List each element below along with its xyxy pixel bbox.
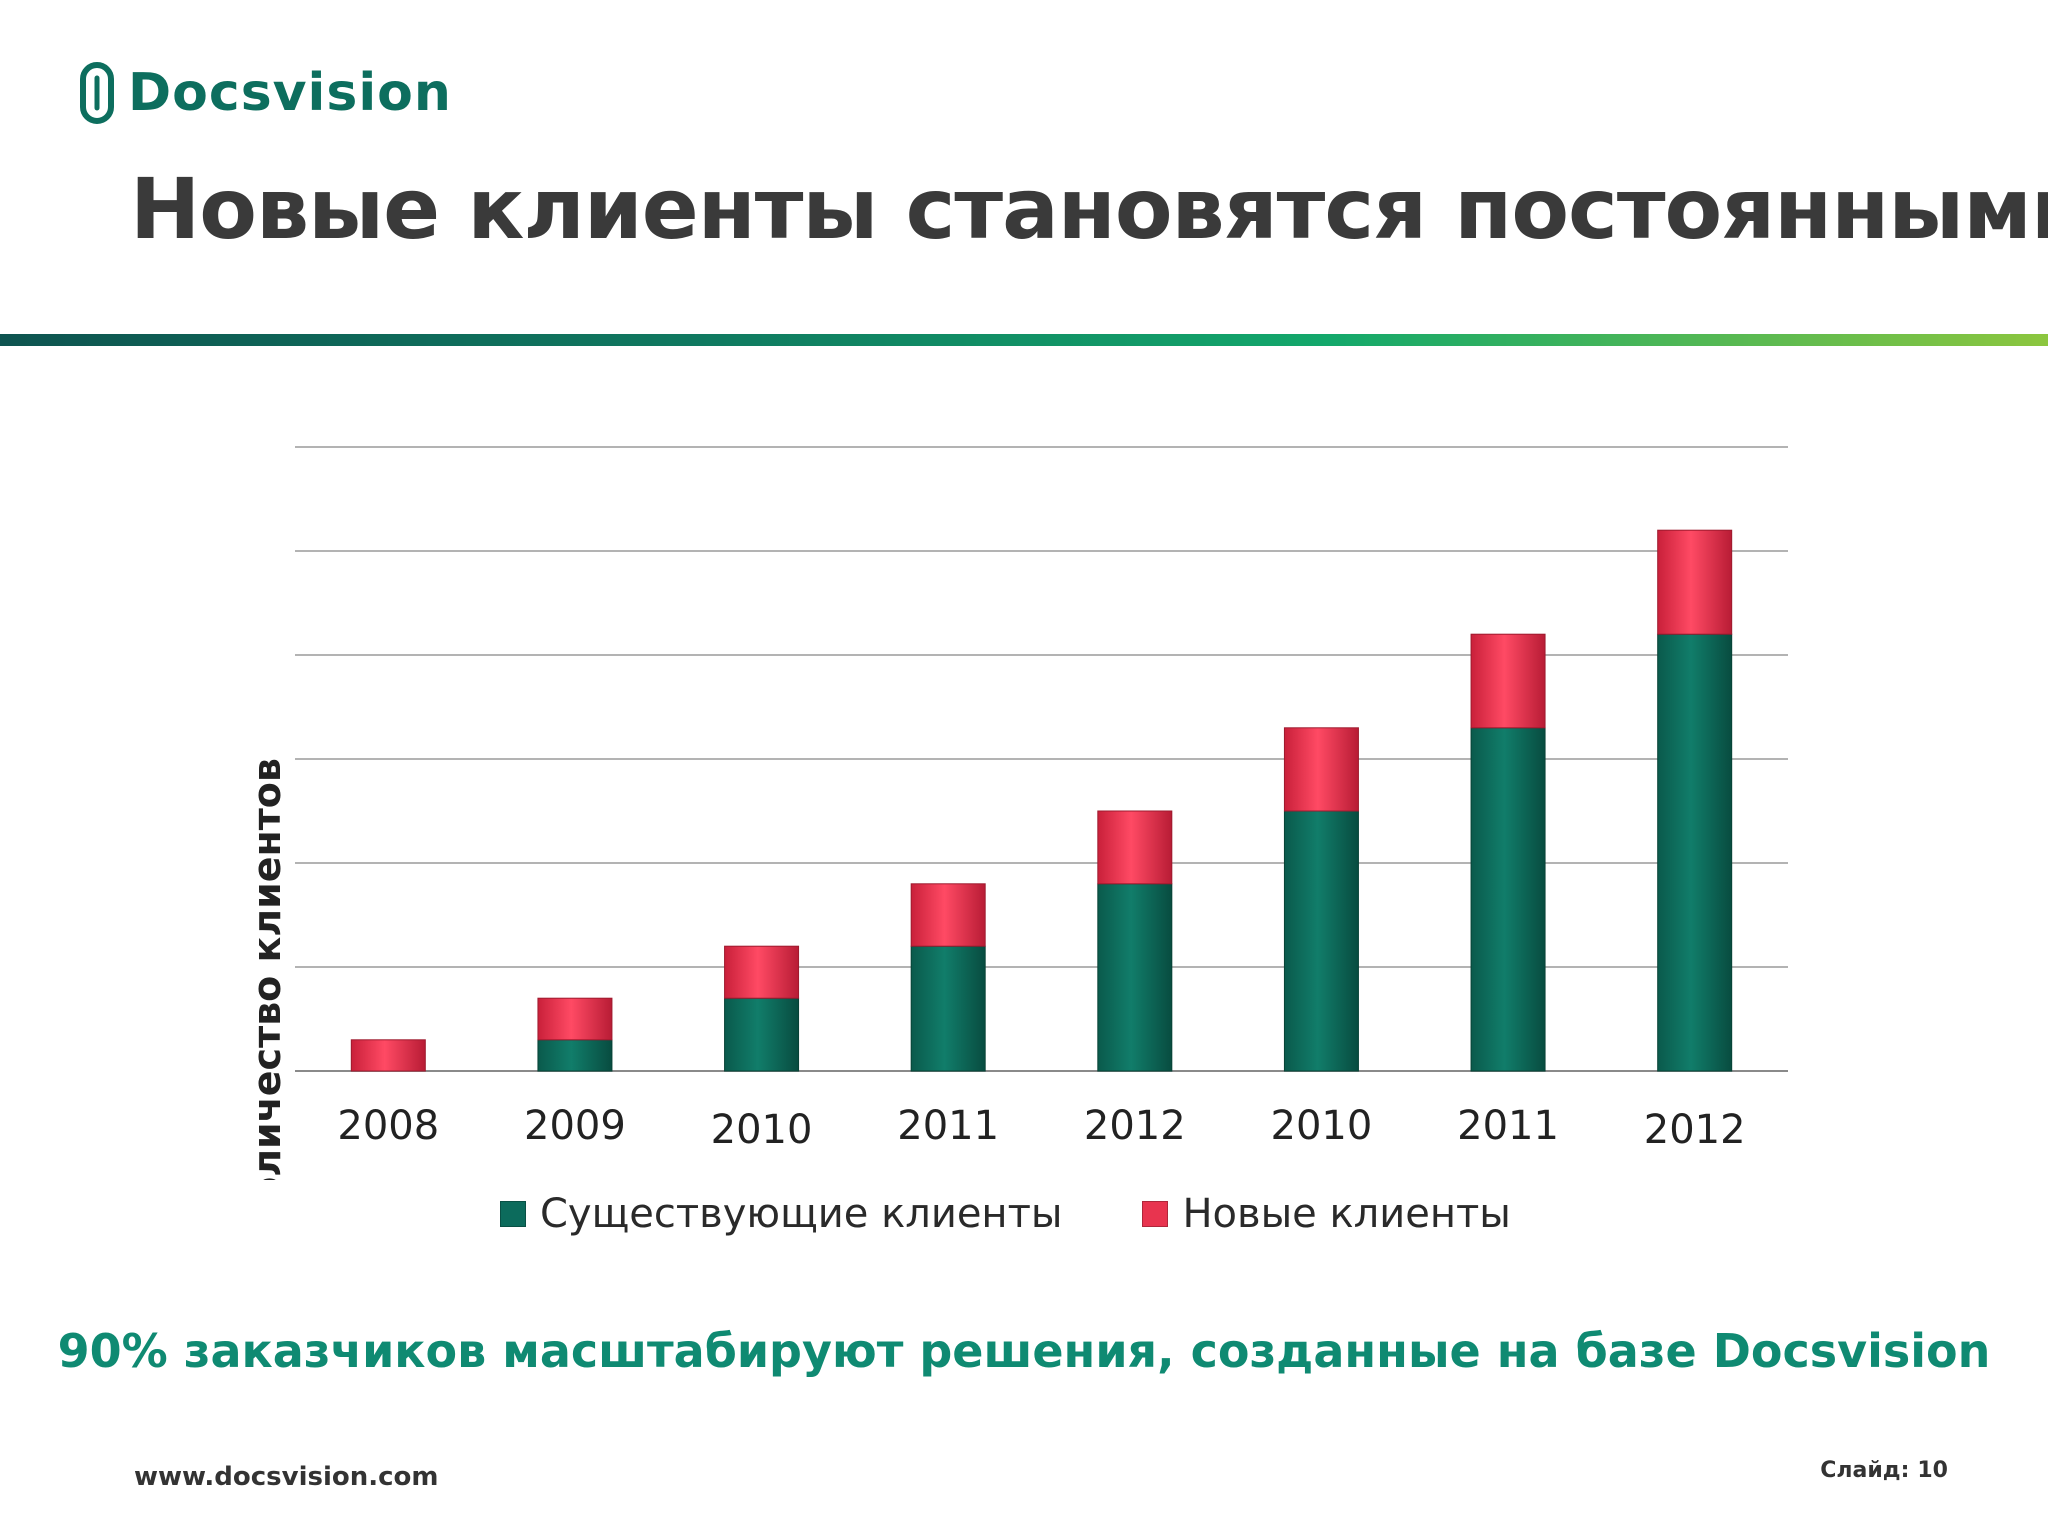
chart-legend: Существующие клиенты Новые клиенты	[500, 1186, 1591, 1242]
x-tick-label: 2010	[1271, 1103, 1373, 1149]
slide-number-value: 10	[1917, 1458, 1948, 1483]
paperclip-icon	[80, 62, 114, 124]
x-tick-label: 2010	[711, 1107, 813, 1153]
bar-existing-1	[537, 1039, 613, 1072]
tagline: 90% заказчиков масштабируют решения, соз…	[57, 1324, 1991, 1378]
tick-labels: 2008 2009 2010 2011 2012 2010 2011 2012	[337, 1103, 1745, 1153]
docsvision-logo: Docsvision	[80, 58, 452, 128]
footer-url[interactable]: www.docsvision.com	[134, 1462, 439, 1492]
slide-number: Слайд: 10	[1820, 1458, 1948, 1483]
logo-text: Docsvision	[128, 63, 452, 123]
x-tick-label: 2011	[897, 1103, 999, 1149]
bar-existing-7	[1657, 633, 1733, 1072]
x-tick-label: 2008	[337, 1103, 439, 1149]
bar-existing-5	[1283, 810, 1359, 1072]
x-tick-label: 2012	[1644, 1107, 1746, 1153]
bars	[350, 529, 1733, 1072]
legend-swatch-existing	[500, 1201, 526, 1227]
bar-existing-3	[910, 945, 986, 1072]
bar-new-6	[1470, 633, 1546, 729]
legend-swatch-new	[1142, 1201, 1169, 1227]
slide-title: Новые клиенты становятся постоянными	[130, 160, 2048, 258]
bar-new-1	[537, 997, 613, 1041]
bar-new-4	[1097, 810, 1173, 885]
legend-label-existing: Существующие клиенты	[540, 1191, 1063, 1237]
x-tick-label: 2011	[1457, 1103, 1559, 1149]
header-divider	[0, 334, 2048, 346]
y-axis-label: Количество клиентов	[245, 758, 289, 1180]
bar-new-7	[1657, 529, 1733, 635]
legend-label-new: Новые клиенты	[1182, 1191, 1511, 1237]
bar-new-2	[724, 945, 800, 999]
bar-existing-4	[1097, 883, 1173, 1072]
bar-existing-6	[1470, 727, 1546, 1072]
stacked-bar-chart: 2008 2009 2010 2011 2012 2010 2011 2012 Количес…	[245, 446, 1788, 1180]
gridlines	[295, 446, 1788, 1072]
legend-item-existing: Существующие клиенты	[500, 1191, 1062, 1237]
bar-existing-2	[724, 997, 800, 1072]
bar-new-0	[350, 1039, 426, 1072]
slide-label: Слайд:	[1820, 1458, 1910, 1483]
legend-item-new: Новые клиенты	[1142, 1191, 1511, 1237]
x-tick-label: 2012	[1084, 1103, 1186, 1149]
x-tick-label: 2009	[524, 1103, 626, 1149]
bar-new-5	[1283, 727, 1359, 812]
bar-new-3	[910, 883, 986, 947]
